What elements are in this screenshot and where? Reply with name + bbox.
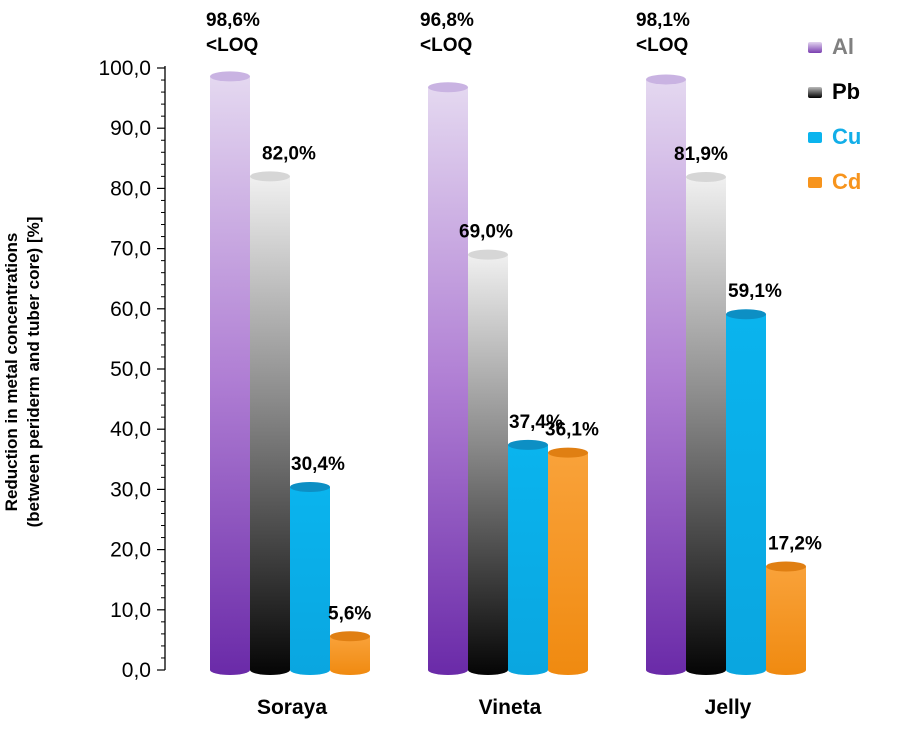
data-label-cd-soraya: 5,6% — [328, 603, 371, 624]
y-tick-label: 80,0 — [110, 177, 151, 200]
data-label-cu-soraya: 30,4% — [291, 454, 345, 475]
legend-label-cu: Cu — [832, 124, 862, 149]
y-tick-label: 60,0 — [110, 298, 151, 321]
data-label-pb-vineta: 69,0% — [459, 222, 513, 243]
bar-body — [428, 87, 468, 676]
legend-item-pb: Pb — [808, 77, 903, 122]
bar-top — [726, 309, 766, 320]
bar-top — [766, 561, 806, 572]
legend-item-cu: Cu — [808, 122, 903, 167]
y-tick-label: 0,0 — [122, 659, 151, 682]
bar-pb-vineta — [468, 249, 508, 675]
data-label-al-vineta: 96,8% <LOQ — [420, 10, 474, 56]
y-axis-label-line-1: Reduction in metal concentrations — [2, 232, 21, 512]
bar-body — [686, 176, 726, 675]
y-tick-label: 50,0 — [110, 358, 151, 381]
legend-label-cd: Cd — [832, 169, 862, 194]
bar-body — [468, 254, 508, 675]
data-label-al-jelly: 98,1% <LOQ — [636, 10, 690, 56]
bar-top — [250, 171, 290, 182]
data-label-cu-jelly: 59,1% — [728, 281, 782, 302]
bar-top — [508, 439, 548, 450]
legend-swatch-cd — [808, 177, 822, 188]
y-tick-label: 100,0 — [98, 57, 151, 80]
bar-cu-vineta — [508, 439, 548, 675]
bar-body — [250, 176, 290, 676]
bar-top — [686, 171, 726, 182]
data-label-cd-vineta: 36,1% — [545, 420, 599, 441]
bar-body — [330, 636, 370, 675]
y-tick-label: 10,0 — [110, 599, 151, 622]
bar-top — [290, 481, 330, 492]
bar-top — [210, 71, 250, 82]
bar-body — [508, 444, 548, 675]
legend-swatch-cu — [808, 132, 822, 143]
bar-al-jelly — [646, 74, 686, 676]
bar-body — [548, 452, 588, 675]
legend-item-cd: Cd — [808, 167, 903, 212]
legend-item-al: Al — [808, 32, 903, 77]
bar-top — [428, 82, 468, 93]
x-category-label-jelly: Jelly — [705, 696, 752, 719]
data-label-pb-soraya: 82,0% — [262, 143, 316, 164]
bar-cu-jelly — [726, 309, 766, 675]
bar-body — [646, 79, 686, 676]
legend-label-al: Al — [832, 34, 854, 59]
y-tick-label: 30,0 — [110, 478, 151, 501]
bar-cd-soraya — [330, 631, 370, 675]
legend-label-pb: Pb — [832, 79, 861, 104]
data-label-pb-jelly: 81,9% — [674, 144, 728, 165]
x-category-label-vineta: Vineta — [479, 696, 542, 719]
bar-cu-soraya — [290, 481, 330, 675]
bar-al-soraya — [210, 71, 250, 676]
y-tick-label: 20,0 — [110, 539, 151, 562]
legend-swatch-al — [808, 42, 822, 53]
bar-top — [548, 447, 588, 458]
bar-body — [726, 314, 766, 675]
legend-swatch-pb — [808, 87, 822, 98]
bar-body — [290, 486, 330, 675]
bar-top — [330, 631, 370, 642]
y-tick-label: 70,0 — [110, 238, 151, 261]
bar-top — [646, 74, 686, 85]
bar-cd-jelly — [766, 561, 806, 675]
data-label-cu-vineta: 37,4% — [509, 412, 563, 433]
bar-top — [468, 249, 508, 260]
bar-body — [766, 566, 806, 675]
bar-cd-vineta — [548, 447, 588, 675]
data-label-al-soraya: 98,6% <LOQ — [206, 10, 260, 56]
data-label-cd-jelly: 17,2% — [768, 533, 822, 554]
y-axis-label-line-2: (between periderm and tuber core) [%] — [24, 216, 43, 528]
bar-pb-jelly — [686, 171, 726, 675]
bar-al-vineta — [428, 82, 468, 676]
bar-pb-soraya — [250, 171, 290, 676]
x-category-label-soraya: Soraya — [257, 696, 327, 719]
y-tick-label: 40,0 — [110, 418, 151, 441]
y-tick-label: 90,0 — [110, 117, 151, 140]
legend: Al Pb Cu Cd — [808, 32, 903, 212]
y-axis-label: Reduction in metal concentrations (betwe… — [1, 197, 45, 547]
bar-body — [210, 76, 250, 676]
